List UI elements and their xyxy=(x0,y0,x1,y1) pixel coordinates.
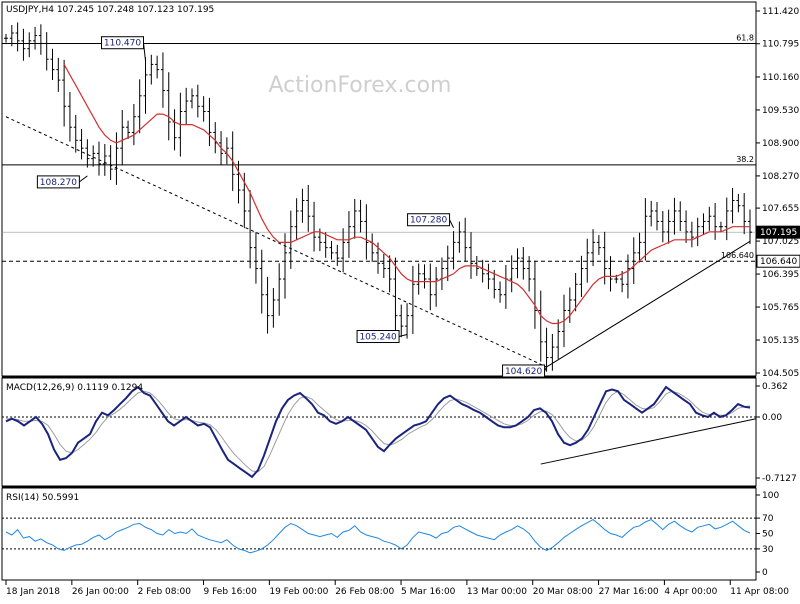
macd-title: MACD(12,26,9) 0.1119 0.1294 xyxy=(6,383,143,393)
y-tick-label: 108.270 xyxy=(762,172,799,182)
annotation-label: 105.240 xyxy=(359,333,396,343)
macd-y-tick-label: 0.362 xyxy=(762,382,788,392)
annotation-leader xyxy=(79,175,88,183)
x-tick-label: 19 Feb 00:00 xyxy=(269,587,328,597)
rsi-y-tick-label: 30 xyxy=(762,545,774,555)
panel-frame-3 xyxy=(1,487,757,581)
rsi-y-tick-label: 100 xyxy=(762,491,779,501)
current-price-box-text: 107.195 xyxy=(760,228,797,238)
annotation-box xyxy=(356,330,400,344)
rsi-y-tick-label: 50 xyxy=(762,530,774,540)
ohlc-bars xyxy=(4,22,752,372)
current-price-box-box xyxy=(756,225,800,239)
x-tick-label: 5 Mar 16:00 xyxy=(401,587,456,597)
price-annotation: 107.280 xyxy=(407,213,455,228)
trendline-1 xyxy=(546,240,751,368)
x-tick-label: 4 Apr 00:00 xyxy=(664,587,717,597)
level-label-0: 61.8 xyxy=(736,33,754,42)
x-tick-label: 11 Apr 08:00 xyxy=(730,587,789,597)
y-tick-label: 110.795 xyxy=(762,40,799,50)
rsi-y-tick-label: 0 xyxy=(762,568,768,578)
y-tick-label: 105.765 xyxy=(762,303,799,313)
current-price-box: 107.195 xyxy=(756,225,800,239)
annotation-box xyxy=(407,213,451,227)
macd-trendline xyxy=(540,418,757,465)
y-tick-label: 107.025 xyxy=(762,237,799,247)
macd-signal-line xyxy=(6,390,751,473)
y-tick-label: 110.160 xyxy=(762,73,799,83)
x-tick-label: 9 Feb 16:00 xyxy=(204,587,258,597)
level-price-box: 106.640 xyxy=(756,254,800,268)
y-tick-label: 107.655 xyxy=(762,204,799,214)
annotation-label: 110.470 xyxy=(104,39,141,49)
level-label-1: 38.2 xyxy=(736,155,754,164)
rsi-title: RSI(14) 50.5991 xyxy=(6,493,79,503)
macd-y-tick-label: -0.7127 xyxy=(762,474,797,484)
price-annotation: 104.620 xyxy=(502,364,548,378)
y-tick-label: 106.395 xyxy=(762,270,799,280)
x-tick-label: 18 Jan 2018 xyxy=(6,587,60,597)
x-tick-label: 2 Feb 08:00 xyxy=(138,587,192,597)
moving-average-line xyxy=(63,64,750,325)
panel-frame-1 xyxy=(1,1,757,377)
main-title: USDJPY,H4 107.245 107.248 107.123 107.19… xyxy=(6,5,214,15)
price-annotation: 105.240 xyxy=(356,330,408,344)
annotation-label: 107.280 xyxy=(410,216,447,226)
annotation-label: 108.270 xyxy=(40,178,77,188)
x-tick-label: 26 Jan 00:00 xyxy=(72,587,129,597)
watermark: ActionForex.com xyxy=(269,73,452,98)
annotation-leader xyxy=(398,334,408,338)
annotation-box xyxy=(101,36,144,50)
x-tick-label: 13 Mar 00:00 xyxy=(467,587,527,597)
y-tick-label: 109.530 xyxy=(762,106,799,116)
level-price-box-box xyxy=(756,254,800,268)
rsi-y-tick-label: 70 xyxy=(762,514,774,524)
macd-line xyxy=(5,385,751,479)
x-tick-label: 27 Mar 16:00 xyxy=(599,587,659,597)
rsi-line xyxy=(5,519,751,554)
price-annotation: 108.270 xyxy=(36,175,88,189)
macd-y-tick-label: 0.00 xyxy=(762,413,782,423)
x-tick-label: 26 Feb 08:00 xyxy=(335,587,394,597)
y-tick-label: 105.135 xyxy=(762,336,799,346)
annotation-box xyxy=(36,175,80,189)
price-annotation: 110.470 xyxy=(101,36,146,61)
x-tick-label: 20 Mar 08:00 xyxy=(533,587,593,597)
level-price-box-text: 106.640 xyxy=(760,257,797,267)
y-tick-label: 108.900 xyxy=(762,139,799,149)
y-tick-label: 104.505 xyxy=(762,369,799,379)
y-tick-label: 111.420 xyxy=(762,7,799,17)
panel-frame-2 xyxy=(1,377,757,487)
annotation-label: 104.620 xyxy=(505,367,542,377)
level-label-3: 106.640 xyxy=(721,251,754,260)
annotation-leader xyxy=(449,219,455,228)
